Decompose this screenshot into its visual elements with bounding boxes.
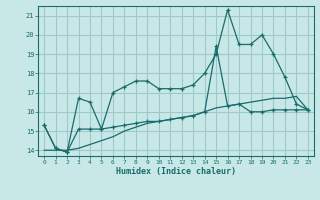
X-axis label: Humidex (Indice chaleur): Humidex (Indice chaleur) (116, 167, 236, 176)
